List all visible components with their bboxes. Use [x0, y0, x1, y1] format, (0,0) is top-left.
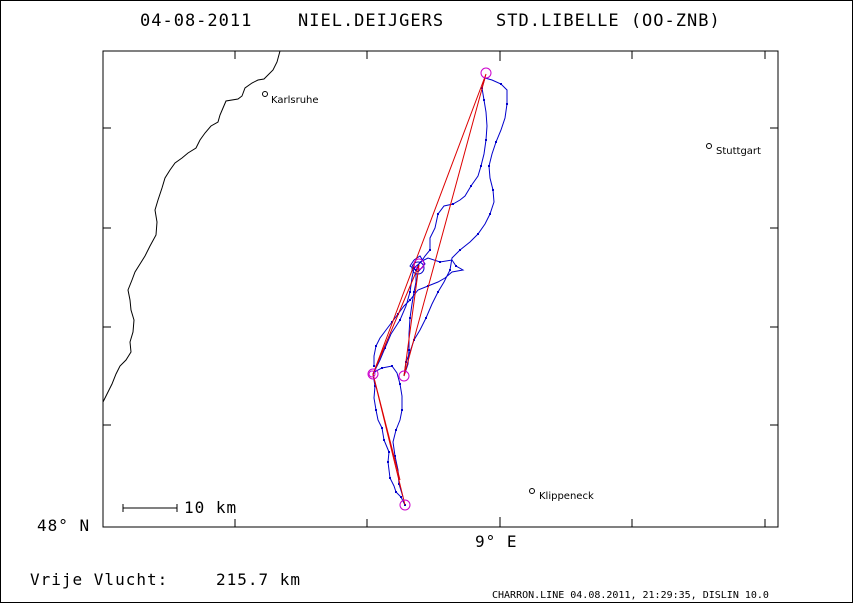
- turnpoint-marker-inner: [368, 370, 376, 378]
- track-fix-marker: [387, 461, 389, 463]
- track-fix-marker: [375, 409, 377, 411]
- track-fix-marker: [381, 427, 383, 429]
- track-fix-marker: [413, 291, 415, 293]
- flight-date: 04-08-2011: [140, 11, 252, 31]
- credit-line: CHARRON.LINE 04.08.2011, 21:29:35, DISLI…: [492, 590, 769, 601]
- pilot-name: NIEL.DEIJGERS: [298, 11, 444, 31]
- rhine-border-line: [102, 50, 281, 403]
- turnpoint-marker: [413, 258, 425, 270]
- distance-value: 215.7 km: [216, 570, 301, 589]
- track-fix-marker: [384, 347, 386, 349]
- track-fix-marker: [483, 99, 485, 101]
- track-fix-marker: [400, 496, 402, 498]
- track-fix-marker: [398, 483, 400, 485]
- track-fix-marker: [394, 455, 396, 457]
- track-fix-marker: [425, 317, 427, 319]
- track-fix-marker: [489, 213, 491, 215]
- track-fix-marker: [408, 349, 410, 351]
- track-fix-marker: [429, 249, 431, 251]
- track-fix-marker: [449, 269, 451, 271]
- track-fix-marker: [488, 165, 490, 167]
- city-marker-icon: [529, 488, 535, 494]
- track-fix-marker: [401, 409, 403, 411]
- track-fix-marker: [506, 103, 508, 105]
- turnpoint-marker: [399, 499, 411, 511]
- longitude-label: 9° E: [475, 532, 518, 551]
- track-fix-marker: [439, 261, 441, 263]
- track-fix-marker: [388, 451, 390, 453]
- track-fix-marker: [485, 139, 487, 141]
- track-fix-marker: [383, 439, 385, 441]
- track-fix-marker: [373, 365, 375, 367]
- track-fix-marker: [415, 269, 417, 271]
- track-fix-marker: [477, 233, 479, 235]
- track-fix-marker: [399, 383, 401, 385]
- track-fix-marker: [459, 249, 461, 251]
- turnpoint-markers: [367, 67, 492, 511]
- flight-track-path: [372, 77, 508, 506]
- axis-ticks: [103, 51, 778, 527]
- track-fix-marker: [409, 317, 411, 319]
- turnpoint-marker: [398, 370, 410, 382]
- scale-bar-label: 10 km: [184, 498, 237, 517]
- track-fix-marker: [492, 189, 494, 191]
- track-fix-marker: [409, 291, 411, 293]
- turnpoint-marker: [367, 368, 379, 380]
- track-fix-marker: [413, 267, 415, 269]
- track-fix-marker: [437, 213, 439, 215]
- flight-track: [372, 77, 508, 506]
- city-label: Klippeneck: [539, 491, 594, 502]
- track-fix-marker: [391, 321, 393, 323]
- track-fix-marker: [437, 291, 439, 293]
- track-fix-marker: [495, 141, 497, 143]
- task-line-return: [372, 373, 401, 481]
- city-karlsruhe: Karlsruhe: [262, 91, 319, 106]
- city-marker-icon: [706, 143, 712, 149]
- track-fix-marker: [452, 203, 454, 205]
- city-stuttgart: Stuttgart: [706, 143, 761, 157]
- track-fix-marker: [395, 491, 397, 493]
- turnpoint-marker: [480, 67, 492, 79]
- scale-bar: 10 km: [122, 498, 237, 517]
- track-fix-marker: [500, 83, 502, 85]
- track-fix-marker: [395, 429, 397, 431]
- task-legs: [372, 73, 487, 506]
- city-marker-icon: [262, 91, 268, 97]
- track-fix-marker: [381, 367, 383, 369]
- glider-type: STD.LIBELLE (OO-ZNB): [496, 11, 721, 31]
- latitude-label: 48° N: [37, 516, 90, 535]
- map-border: [102, 50, 779, 528]
- track-fix-marker: [480, 165, 482, 167]
- track-fix-marker: [374, 385, 376, 387]
- track-fix-marker: [375, 345, 377, 347]
- distance-label: Vrije Vlucht:: [30, 570, 168, 589]
- track-fix-marker: [391, 365, 393, 367]
- city-label: Stuttgart: [716, 146, 761, 157]
- track-fix-marker: [389, 477, 391, 479]
- track-fix-marker: [409, 299, 411, 301]
- track-fix-marker: [455, 265, 457, 267]
- city-klippeneck: Klippeneck: [529, 488, 594, 502]
- city-label: Karlsruhe: [271, 95, 319, 106]
- track-fix-marker: [470, 185, 472, 187]
- track-fix-marker: [399, 319, 401, 321]
